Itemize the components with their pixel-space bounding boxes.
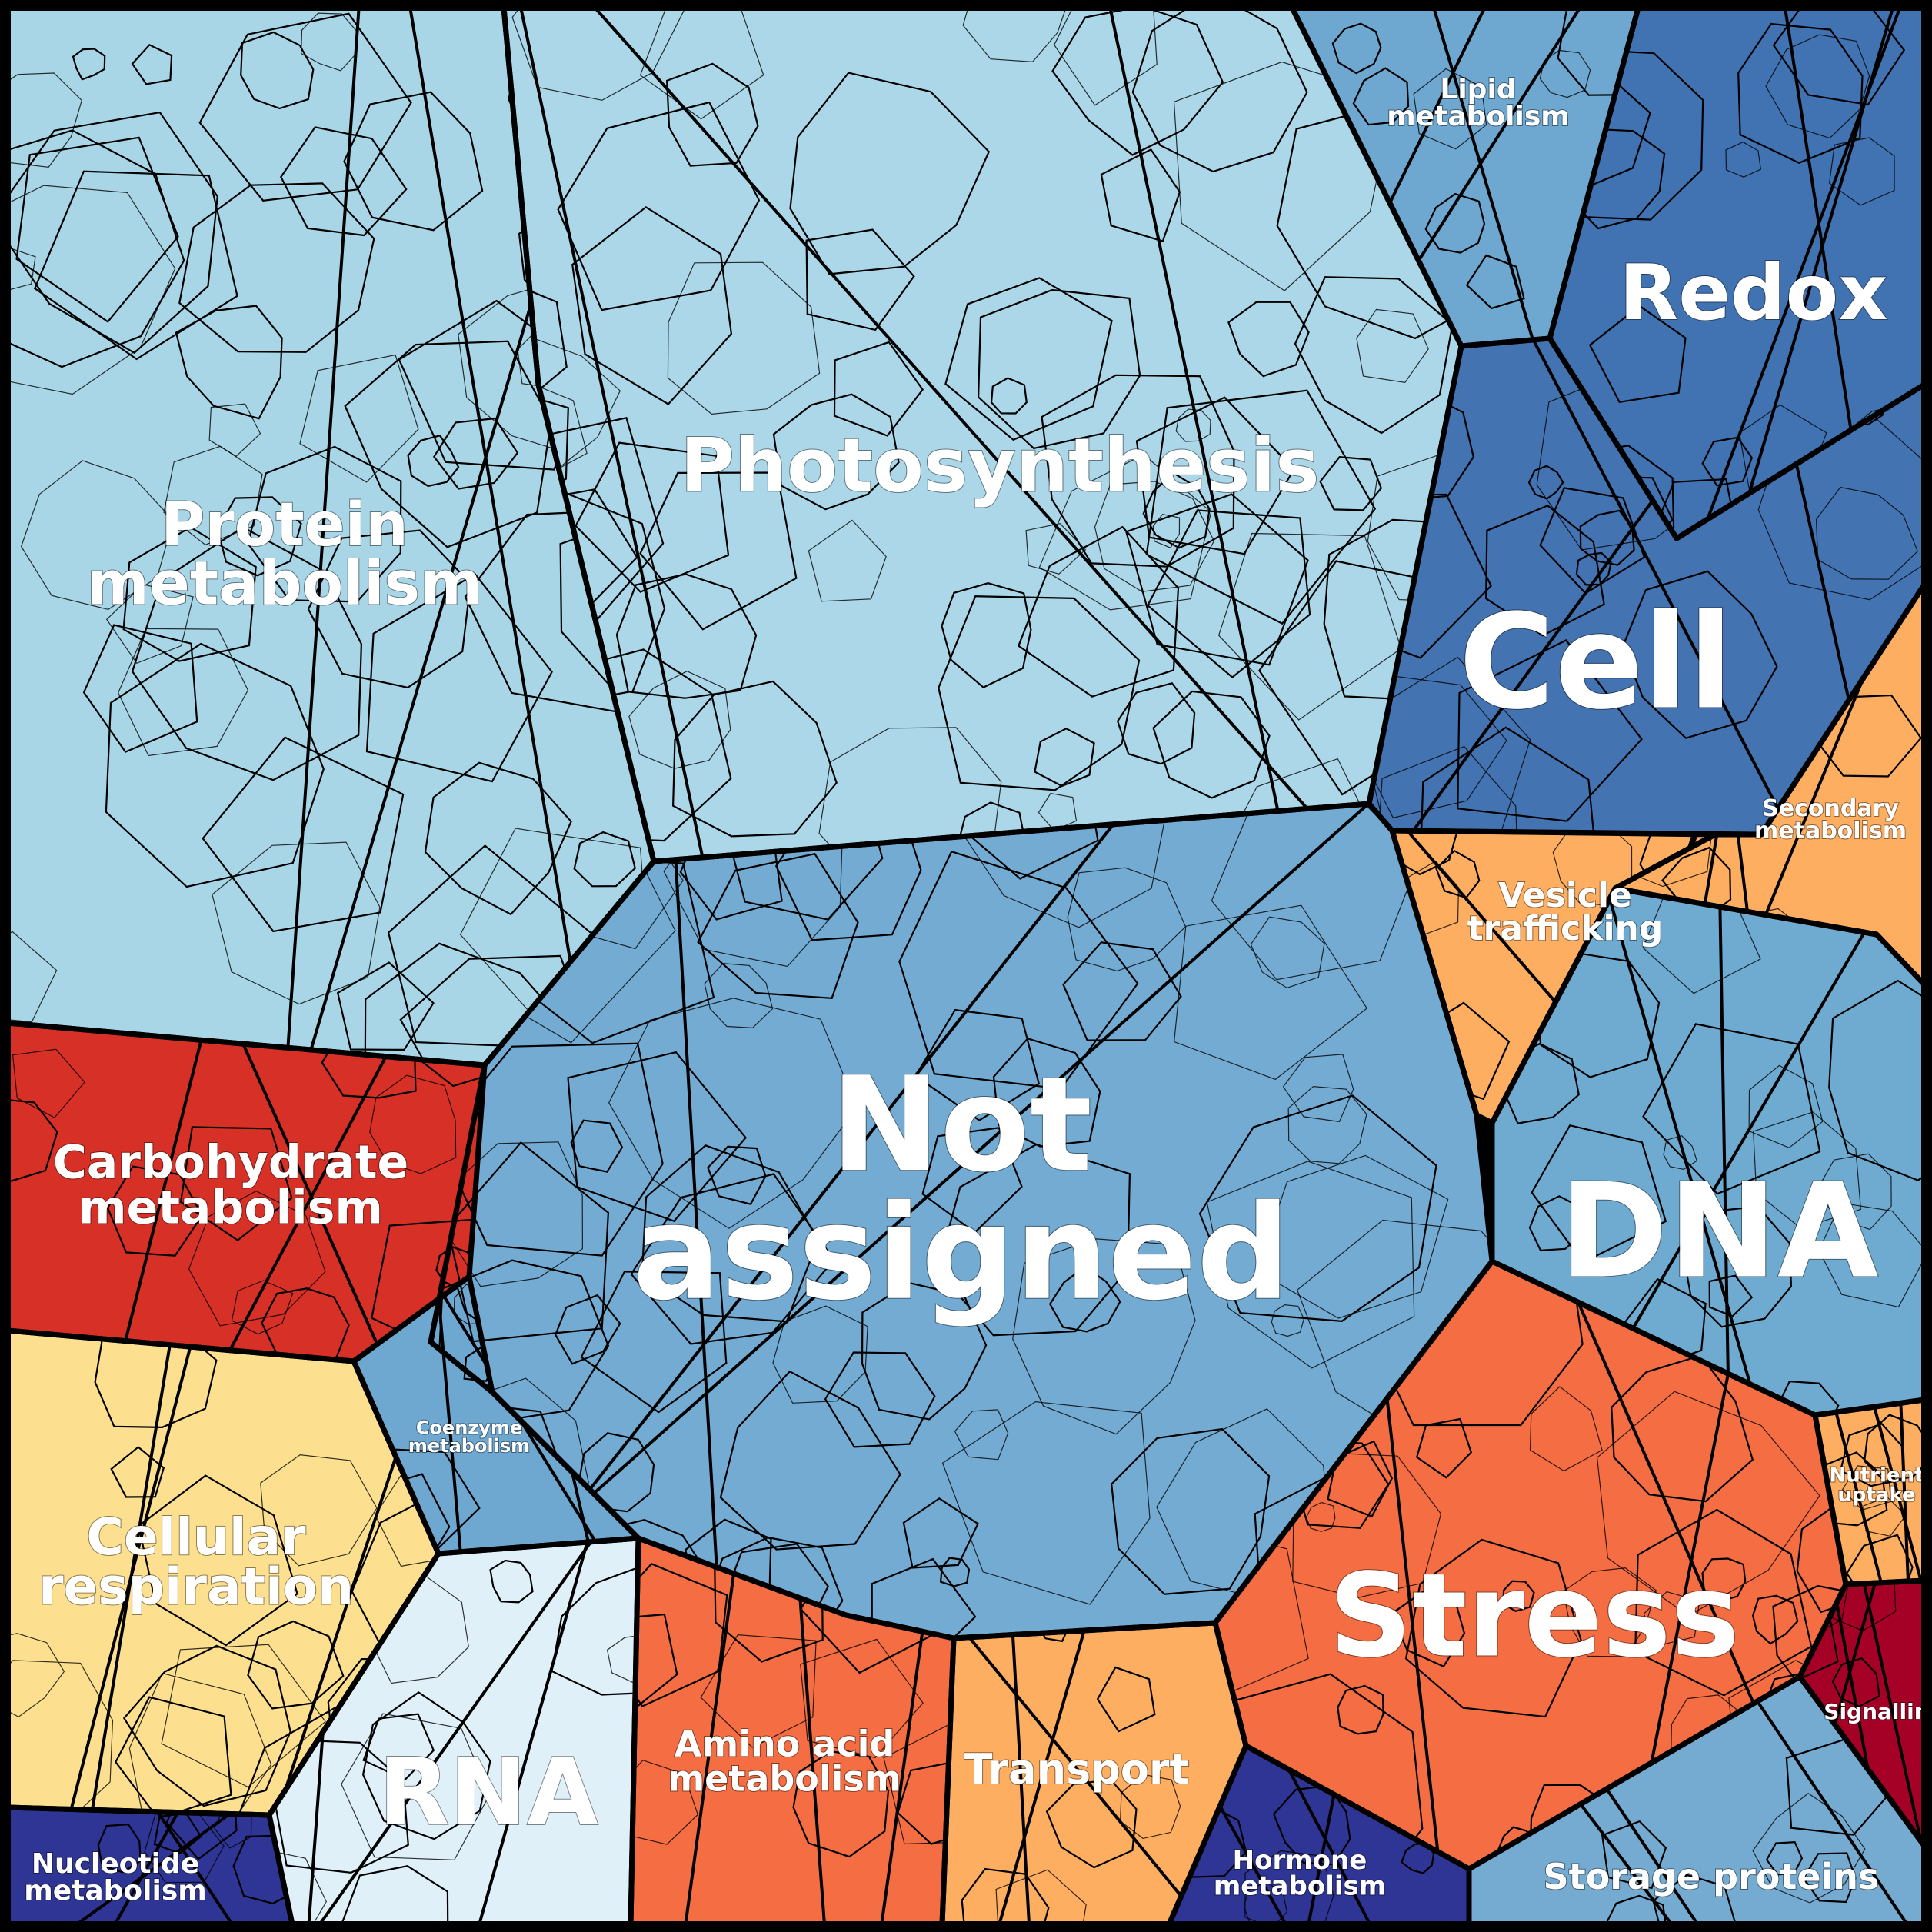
- label-amino-acid-metabolism: Amino acid metabolism: [668, 1724, 901, 1800]
- region-carbohydrate-metabolism: [8, 1023, 485, 1361]
- region-lipid-metabolism: [1292, 8, 1638, 346]
- region-dna: [1492, 888, 1924, 1415]
- region-amino-acid-metabolism: [631, 1538, 954, 1924]
- sub-cells-photosynthesis: [504, 8, 1461, 861]
- label-dna: DNA: [1560, 1156, 1879, 1308]
- region-storage-proteins: [1469, 1677, 1924, 1924]
- region-nutrient-uptake: [1815, 1400, 1924, 1584]
- label-protein-metabolism: Protein metabolism: [87, 491, 483, 618]
- region-cell: [1369, 338, 1924, 834]
- region-cellular-respiration: [8, 1331, 438, 1815]
- label-transport: Transport: [964, 1745, 1190, 1794]
- label-storage-proteins: Storage proteins: [1544, 1856, 1880, 1897]
- region-not-assigned: [431, 804, 1492, 1638]
- label-carbohydrate-metabolism: Carbohydrate metabolism: [53, 1136, 409, 1235]
- sub-cells-rna: [269, 1538, 638, 1924]
- label-stress: Stress: [1329, 1550, 1740, 1684]
- region-coenzyme-metabolism: [354, 1277, 638, 1554]
- region-hormone-metabolism: [1169, 1746, 1469, 1924]
- region-signalling: [1800, 1581, 1924, 1846]
- treemap-regions: [8, 8, 1924, 1924]
- sub-cells-protein-metabolism: [8, 8, 654, 1065]
- label-redox: Redox: [1619, 248, 1888, 338]
- label-rna: RNA: [378, 1740, 598, 1847]
- region-labels: Protein metabolism Photosynthesis Lipid meta…: [23, 73, 1932, 1907]
- region-vesicle-trafficking: [1392, 831, 1715, 1123]
- label-lipid-metabolism: Lipid metabolism: [1387, 74, 1570, 132]
- label-cellular-respiration: Cellular respiration: [38, 1507, 354, 1617]
- sub-cells-cellular-respiration: [8, 1331, 438, 1815]
- label-not-assigned: Not assigned: [632, 1049, 1290, 1330]
- label-secondary-metabolism: Secondary metabolism: [1754, 795, 1907, 844]
- label-nucleotide-metabolism: Nucleotide metabolism: [24, 1848, 207, 1907]
- region-stress: [1215, 1261, 1846, 1869]
- label-coenzyme-metabolism: Coenzyme metabolism: [408, 1417, 530, 1457]
- label-cell: Cell: [1459, 587, 1734, 739]
- region-redox: [1550, 8, 1924, 538]
- region-secondary-metabolism: [1615, 585, 1924, 984]
- label-vesicle-trafficking: Vesicle trafficking: [1467, 876, 1664, 948]
- label-nutrient-uptake: Nutrient uptake: [1829, 1464, 1924, 1506]
- region-photosynthesis: [504, 8, 1461, 861]
- label-signalling: Signalling: [1824, 1699, 1932, 1724]
- label-hormone-metabolism: Hormone metabolism: [1214, 1845, 1386, 1901]
- region-protein-metabolism: [8, 8, 654, 1065]
- label-photosynthesis: Photosynthesis: [680, 423, 1319, 509]
